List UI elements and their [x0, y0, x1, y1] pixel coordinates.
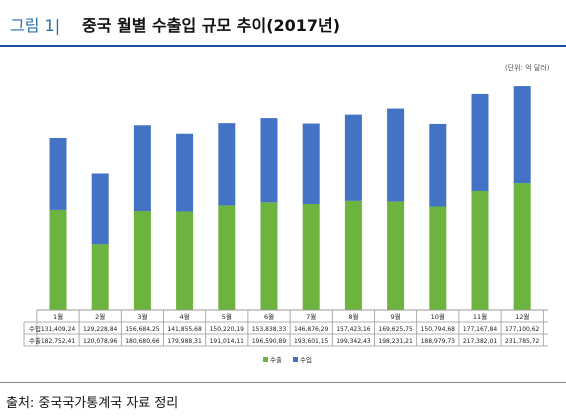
table-cell-value: 129,228,84	[83, 326, 118, 333]
table-cell-value: 153,838,33	[252, 326, 287, 333]
x-tick-label: 9월	[391, 312, 401, 321]
bar-import	[49, 137, 67, 210]
bar-export	[91, 244, 109, 310]
bar-import	[91, 173, 109, 245]
table-cell-value: 179,988,31	[167, 338, 202, 345]
table-cell-value: 198,231,21	[378, 338, 413, 345]
figure-header: 그림 1| 중국 월별 수출입 규모 추이(2017년)	[0, 0, 566, 44]
x-tick-label: 12월	[515, 312, 529, 321]
legend-swatch	[293, 357, 298, 362]
bar-export	[133, 211, 151, 310]
bar-export	[302, 203, 320, 310]
unit-label: (단위: 억 달러)	[505, 64, 550, 72]
legend-label: 수출	[270, 355, 282, 364]
table-cell-value: 188,979,73	[421, 338, 456, 345]
table-cell-value: 231,785,72	[505, 338, 540, 345]
legend-label: 수입	[300, 356, 312, 364]
title-divider	[0, 45, 566, 47]
x-tick-label: 10월	[431, 312, 445, 321]
bar-export	[344, 200, 362, 310]
bar-export	[387, 201, 405, 310]
bar-export	[260, 202, 278, 310]
bar-export	[513, 183, 531, 310]
bar-import	[133, 125, 151, 212]
bar-import	[471, 93, 489, 191]
bar-export	[218, 205, 236, 310]
x-tick-label: 5월	[222, 312, 232, 321]
x-tick-label: 11월	[473, 312, 487, 321]
table-cell-value: 191,014,11	[210, 338, 245, 345]
table-row-label: 수출	[29, 336, 41, 345]
x-tick-label: 3월	[137, 312, 147, 321]
figure-title: 중국 월별 수출입 규모 추이(2017년)	[82, 16, 341, 35]
bar-import	[260, 118, 278, 203]
table-cell-value: 141,855,68	[167, 326, 202, 333]
footer-divider	[0, 382, 566, 383]
table-cell-value: 169,625,75	[378, 326, 413, 333]
table-cell-value: 182,752,41	[41, 338, 76, 345]
table-cell-value: 131,409,24	[41, 326, 76, 333]
x-tick-label: 2월	[95, 312, 105, 321]
x-tick-label: 7월	[306, 312, 316, 321]
table-row-label: 수입	[29, 325, 41, 333]
table-cell-value: 146,876,29	[294, 326, 329, 333]
table-cell-value: 177,167,84	[463, 326, 498, 333]
table-cell-value: 199,342,43	[336, 338, 371, 345]
table-cell-value: 157,423,16	[336, 326, 371, 333]
table-cell-value: 217,382,01	[463, 338, 498, 345]
x-tick-label: 6월	[264, 312, 274, 321]
bar-import	[387, 108, 405, 202]
x-tick-label: 1월	[53, 312, 63, 321]
figure-label: 그림 1|	[10, 16, 61, 35]
bar-import	[176, 133, 194, 212]
table-cell-value: 120,078,96	[83, 338, 118, 345]
x-tick-label: 8월	[348, 312, 358, 321]
table-cell-value: 193,601,15	[294, 338, 329, 345]
bar-import	[218, 123, 236, 206]
bar-export	[176, 211, 194, 310]
table-cell-value: 177,100,62	[505, 326, 540, 333]
bar-import	[344, 114, 362, 201]
table-cell-value: 156,684,25	[125, 326, 160, 333]
x-tick-label: 4월	[180, 312, 190, 321]
legend-swatch	[263, 357, 268, 362]
source-note: 출처: 중국국가통계국 자료 정리	[6, 396, 179, 411]
table-cell-value: 180,680,66	[125, 338, 160, 345]
bar-export	[471, 190, 489, 310]
table-cell-value: 196,590,89	[252, 338, 287, 345]
table-cell-value: 150,220,19	[210, 326, 245, 333]
bar-export	[49, 209, 67, 310]
bar-import	[429, 123, 447, 207]
bar-import	[302, 123, 320, 204]
bar-export	[429, 206, 447, 310]
table-cell-value: 150,794,68	[421, 326, 456, 333]
bar-import	[513, 86, 531, 184]
